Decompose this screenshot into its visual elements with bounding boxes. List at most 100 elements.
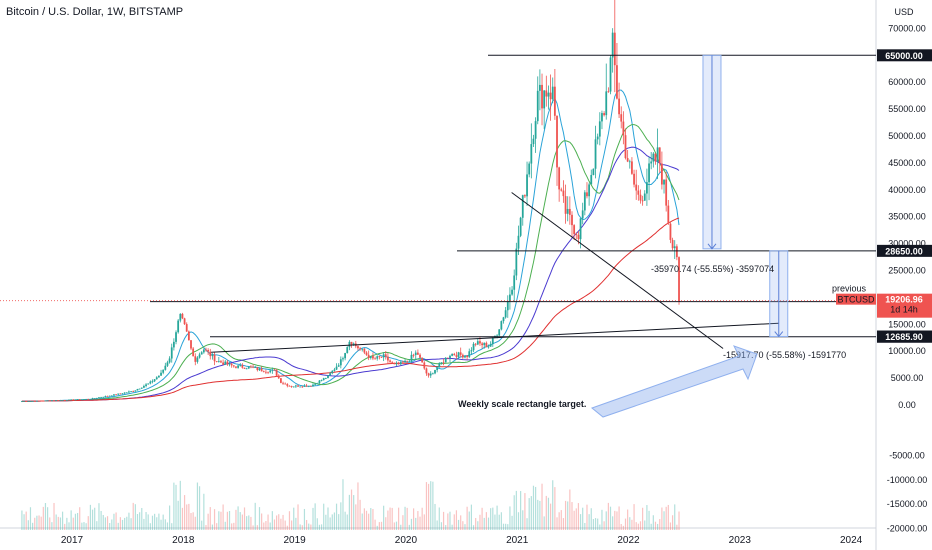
ma-fast-line — [21, 89, 680, 402]
volume-bar — [582, 507, 584, 530]
volume-bar — [383, 505, 385, 530]
candle-body — [224, 361, 227, 365]
y-tick-label: 70000.00 — [888, 23, 926, 33]
candle-body — [485, 342, 488, 348]
candle-body — [237, 365, 239, 368]
volume-bar — [303, 508, 306, 530]
candle-body — [305, 385, 308, 387]
volume-bar — [481, 507, 483, 530]
candle-body — [357, 346, 359, 349]
candle-body — [78, 399, 81, 401]
candle-body — [556, 115, 558, 168]
volume-bar — [205, 525, 207, 530]
candle-body — [472, 343, 475, 351]
volume-bar — [145, 512, 147, 530]
volume-bar — [616, 511, 618, 530]
candle-body — [650, 161, 653, 164]
volume-bar — [121, 519, 124, 530]
volume-bar — [44, 503, 47, 530]
volume-bar — [320, 524, 323, 530]
volume-bar — [239, 512, 241, 530]
y-tick-label: -10000.00 — [887, 475, 928, 485]
volume-bar — [652, 515, 654, 530]
candle-body — [254, 367, 257, 369]
candle-body — [500, 321, 503, 330]
volume-bar — [532, 485, 535, 530]
candle-body — [226, 361, 229, 365]
volume-bar — [196, 482, 199, 530]
volume-bar — [524, 493, 526, 530]
candle-body — [309, 385, 312, 387]
x-tick-label: 2021 — [506, 535, 529, 546]
volume-bar — [442, 511, 445, 530]
volume-bar — [483, 517, 485, 530]
volume-bar — [631, 519, 633, 530]
x-tick-label: 2020 — [395, 535, 418, 546]
volume-bar — [494, 514, 496, 530]
candle-body — [509, 294, 511, 302]
candle-body — [521, 195, 524, 218]
candle-body — [427, 373, 430, 376]
candle-body — [50, 400, 53, 402]
volume-bar — [612, 516, 614, 530]
volume-bar — [455, 510, 458, 530]
candle-body — [436, 367, 439, 371]
volume-bar — [346, 514, 348, 530]
volume-bar — [282, 514, 284, 530]
volume-bar — [25, 511, 27, 530]
candle-body — [628, 161, 631, 163]
volume-bar — [577, 503, 580, 530]
volume-bar — [451, 524, 453, 530]
candle-body — [209, 351, 212, 357]
candle-body — [404, 360, 406, 363]
volume-bar — [385, 517, 387, 530]
volume-bar — [331, 514, 333, 530]
volume-bar — [175, 484, 177, 530]
candle-body — [361, 348, 364, 350]
volume-bar — [667, 504, 669, 530]
volume-bar — [308, 523, 310, 530]
candle-body — [549, 92, 552, 100]
tag-current-bg — [877, 293, 932, 318]
candle-body — [130, 391, 132, 393]
volume-bar — [355, 504, 357, 530]
volume-bar — [32, 522, 34, 530]
volume-bar — [246, 516, 248, 530]
x-tick-label: 2022 — [617, 535, 640, 546]
candle-body — [235, 366, 237, 368]
candle-body — [579, 218, 582, 240]
candle-body — [489, 344, 492, 347]
candle-body — [23, 401, 25, 402]
candle-body — [280, 378, 282, 383]
volume-bar — [96, 521, 98, 530]
candle-body — [601, 113, 603, 122]
volume-bar — [365, 510, 368, 530]
candle-body — [72, 399, 75, 401]
candle-body — [181, 313, 184, 319]
volume-bar — [267, 514, 269, 530]
candle-body — [363, 348, 366, 353]
candle-body — [262, 371, 265, 373]
candle-body — [48, 400, 51, 402]
candle-body — [476, 341, 479, 345]
candle-body — [33, 400, 36, 402]
volume-bar — [627, 509, 629, 530]
volume-bar — [79, 507, 81, 530]
candle-body — [588, 184, 591, 197]
volume-bar — [66, 517, 68, 530]
volume-bar — [609, 506, 612, 530]
candle-body — [658, 147, 661, 164]
candle-body — [303, 385, 306, 387]
volume-bar — [173, 482, 175, 530]
volume-bar — [220, 511, 222, 530]
volume-bar — [669, 522, 672, 530]
candle-body — [40, 400, 43, 402]
candle-body — [282, 382, 284, 384]
candle-body — [393, 362, 396, 365]
candle-body — [87, 399, 90, 400]
candle-body — [511, 289, 513, 295]
candle-body — [307, 385, 310, 387]
candle-body — [498, 329, 501, 336]
